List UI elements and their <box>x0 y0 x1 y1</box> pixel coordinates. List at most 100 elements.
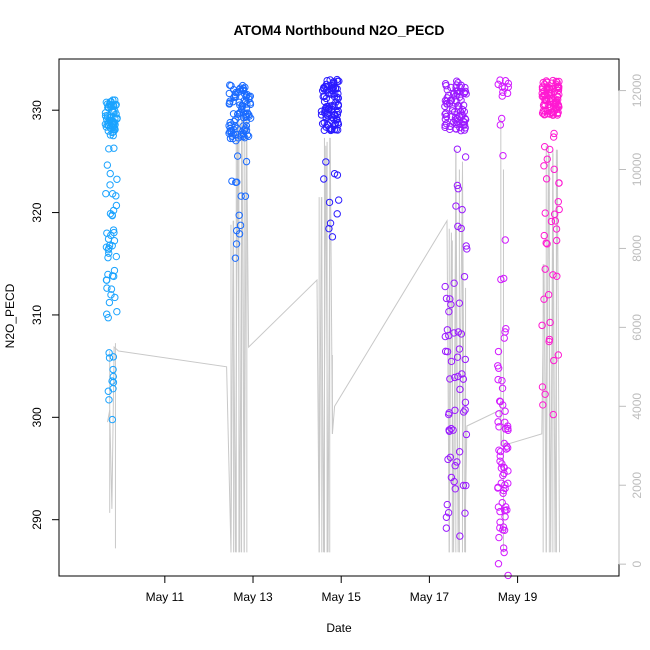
data-point <box>231 122 239 130</box>
data-point <box>228 177 236 185</box>
data-point <box>109 131 117 140</box>
data-point <box>546 318 554 327</box>
data-point <box>549 76 557 85</box>
data-point <box>102 98 111 107</box>
data-point <box>543 84 551 92</box>
data-point <box>452 125 460 133</box>
y2-tick-label-4: 8000 <box>630 235 644 262</box>
data-point <box>498 92 506 100</box>
data-point <box>494 503 503 511</box>
data-point <box>334 196 343 204</box>
data-point <box>461 355 469 364</box>
data-point <box>538 85 547 93</box>
data-point <box>550 210 559 218</box>
data-point <box>236 221 245 230</box>
data-point <box>501 236 509 244</box>
series-5 <box>494 76 513 580</box>
data-point <box>331 120 339 128</box>
data-point <box>326 76 334 84</box>
data-point <box>447 357 456 366</box>
data-point <box>496 76 504 84</box>
y2-tick-label-3: 6000 <box>630 314 644 341</box>
data-point <box>329 86 337 95</box>
data-point <box>441 282 449 291</box>
data-point <box>441 96 450 105</box>
x-tick-label-0: May 11 <box>146 590 185 604</box>
data-point <box>104 270 112 279</box>
data-point <box>233 152 242 160</box>
data-point <box>333 95 341 104</box>
data-point <box>502 324 510 333</box>
data-point <box>236 101 244 109</box>
data-point <box>453 458 461 466</box>
data-point <box>462 242 470 250</box>
data-point <box>460 121 469 129</box>
data-point <box>112 252 121 261</box>
data-point <box>461 398 470 407</box>
x-tick-label-2: May 15 <box>322 590 362 604</box>
data-point <box>496 518 504 526</box>
chart-title: ATOM4 Northbound N2O_PECD <box>233 22 444 38</box>
data-point <box>330 115 338 123</box>
data-point <box>454 372 462 381</box>
data-point <box>445 409 453 417</box>
data-point <box>499 544 508 552</box>
data-point <box>243 131 252 139</box>
data-point <box>103 276 111 284</box>
data-point <box>549 133 558 141</box>
data-point <box>320 92 329 101</box>
data-point <box>110 144 118 152</box>
data-point <box>461 509 469 517</box>
data-point <box>113 307 121 316</box>
data-point <box>442 97 451 106</box>
data-point <box>237 192 245 200</box>
y2-tick-label-5: 10000 <box>630 152 644 186</box>
data-point <box>552 105 561 114</box>
data-point <box>495 423 503 431</box>
data-point <box>451 113 460 122</box>
data-point <box>539 401 547 409</box>
x-axis: May 11 May 13 May 15 May 17 May 19 <box>146 576 538 604</box>
altitude-line <box>107 114 560 553</box>
y2-tick-label-1: 2000 <box>630 472 644 499</box>
data-point <box>442 294 451 303</box>
data-point <box>494 80 502 89</box>
data-point <box>501 513 509 521</box>
data-point <box>496 397 505 406</box>
series-2 <box>225 81 255 262</box>
data-point <box>442 112 451 121</box>
data-point <box>226 124 234 132</box>
data-point <box>111 96 119 104</box>
data-point <box>501 425 510 433</box>
data-point <box>550 356 558 365</box>
data-point <box>443 347 452 356</box>
data-point <box>453 181 462 190</box>
data-point <box>105 396 113 404</box>
data-point <box>504 571 512 580</box>
data-point <box>460 272 469 281</box>
data-point <box>104 103 112 111</box>
data-point <box>109 378 118 387</box>
data-point <box>551 104 560 113</box>
altitude-layer <box>107 114 560 553</box>
data-point <box>225 129 233 137</box>
y-axis: 290 300 310 320 330 <box>30 100 59 530</box>
data-point <box>550 165 558 174</box>
y-tick-label-1: 300 <box>30 407 44 427</box>
data-point <box>243 100 251 108</box>
data-point <box>496 507 504 516</box>
data-point <box>543 155 551 163</box>
data-point <box>446 453 455 461</box>
x-tick-label-3: May 17 <box>410 590 450 604</box>
x-tick-label-4: May 19 <box>498 590 538 604</box>
y2-axis-right: 0 2000 4000 6000 8000 10000 12000 <box>618 74 644 568</box>
data-point <box>232 240 241 248</box>
data-point <box>494 375 502 384</box>
data-point <box>442 120 451 128</box>
data-point <box>232 178 240 187</box>
data-point <box>500 334 508 342</box>
x-axis-label: Date <box>326 621 352 635</box>
data-point <box>497 479 505 487</box>
data-point <box>553 78 561 87</box>
data-point <box>546 110 554 118</box>
